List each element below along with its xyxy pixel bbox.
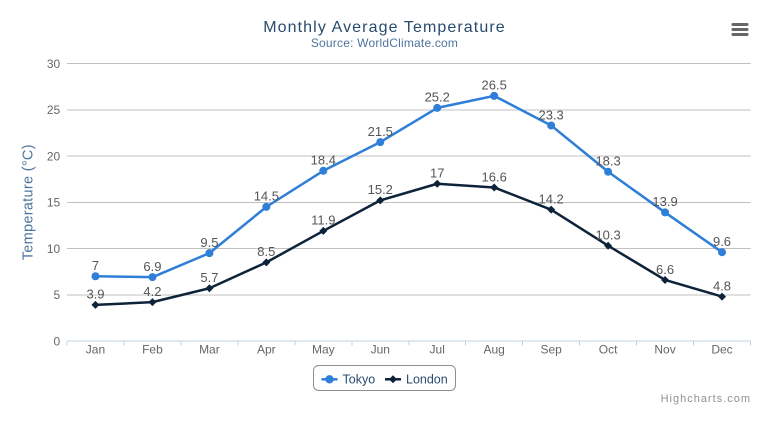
svg-text:Temperature (°C): Temperature (°C) — [21, 144, 37, 260]
svg-text:Mar: Mar — [199, 343, 220, 357]
svg-text:25: 25 — [47, 103, 61, 117]
svg-text:21.5: 21.5 — [368, 124, 393, 139]
svg-text:3.9: 3.9 — [86, 287, 104, 302]
svg-text:18.4: 18.4 — [311, 153, 336, 168]
svg-text:Nov: Nov — [654, 343, 675, 357]
svg-text:Tokyo: Tokyo — [343, 373, 376, 387]
svg-text:30: 30 — [47, 57, 61, 71]
svg-text:Jan: Jan — [86, 343, 105, 357]
svg-text:15.2: 15.2 — [368, 182, 393, 197]
svg-text:14.2: 14.2 — [538, 191, 563, 206]
svg-text:Feb: Feb — [142, 343, 163, 357]
svg-text:8.5: 8.5 — [257, 244, 275, 259]
svg-text:Apr: Apr — [257, 343, 276, 357]
svg-text:10: 10 — [47, 242, 61, 256]
svg-text:4.8: 4.8 — [713, 278, 731, 293]
svg-text:20: 20 — [47, 149, 61, 163]
svg-text:5: 5 — [54, 288, 61, 302]
svg-text:6.9: 6.9 — [143, 259, 161, 274]
svg-text:18.3: 18.3 — [595, 154, 620, 169]
svg-text:10.3: 10.3 — [595, 228, 620, 243]
svg-text:9.5: 9.5 — [200, 235, 218, 250]
svg-text:May: May — [312, 343, 335, 357]
svg-text:16.6: 16.6 — [482, 169, 507, 184]
svg-text:London: London — [406, 373, 448, 387]
svg-text:25.2: 25.2 — [425, 90, 450, 105]
svg-text:13.9: 13.9 — [652, 194, 677, 209]
svg-text:Aug: Aug — [484, 343, 505, 357]
svg-text:11.9: 11.9 — [311, 213, 335, 228]
svg-text:Sep: Sep — [540, 343, 562, 357]
svg-text:9.6: 9.6 — [713, 234, 731, 249]
svg-text:7: 7 — [92, 258, 99, 273]
svg-text:Oct: Oct — [599, 343, 618, 357]
svg-text:15: 15 — [47, 196, 61, 210]
svg-text:6.6: 6.6 — [656, 262, 674, 277]
svg-text:Highcharts.com: Highcharts.com — [661, 393, 751, 405]
svg-text:Jul: Jul — [430, 343, 445, 357]
svg-text:5.7: 5.7 — [200, 270, 218, 285]
svg-text:Monthly Average Temperature: Monthly Average Temperature — [263, 19, 506, 36]
svg-text:26.5: 26.5 — [482, 78, 507, 93]
svg-text:Jun: Jun — [371, 343, 390, 357]
svg-text:14.5: 14.5 — [254, 189, 279, 204]
svg-text:Source: WorldClimate.com: Source: WorldClimate.com — [311, 36, 458, 50]
svg-text:4.2: 4.2 — [143, 284, 161, 299]
svg-text:17: 17 — [430, 166, 444, 181]
svg-text:23.3: 23.3 — [538, 107, 563, 122]
svg-text:Dec: Dec — [711, 343, 732, 357]
svg-text:0: 0 — [54, 334, 61, 348]
